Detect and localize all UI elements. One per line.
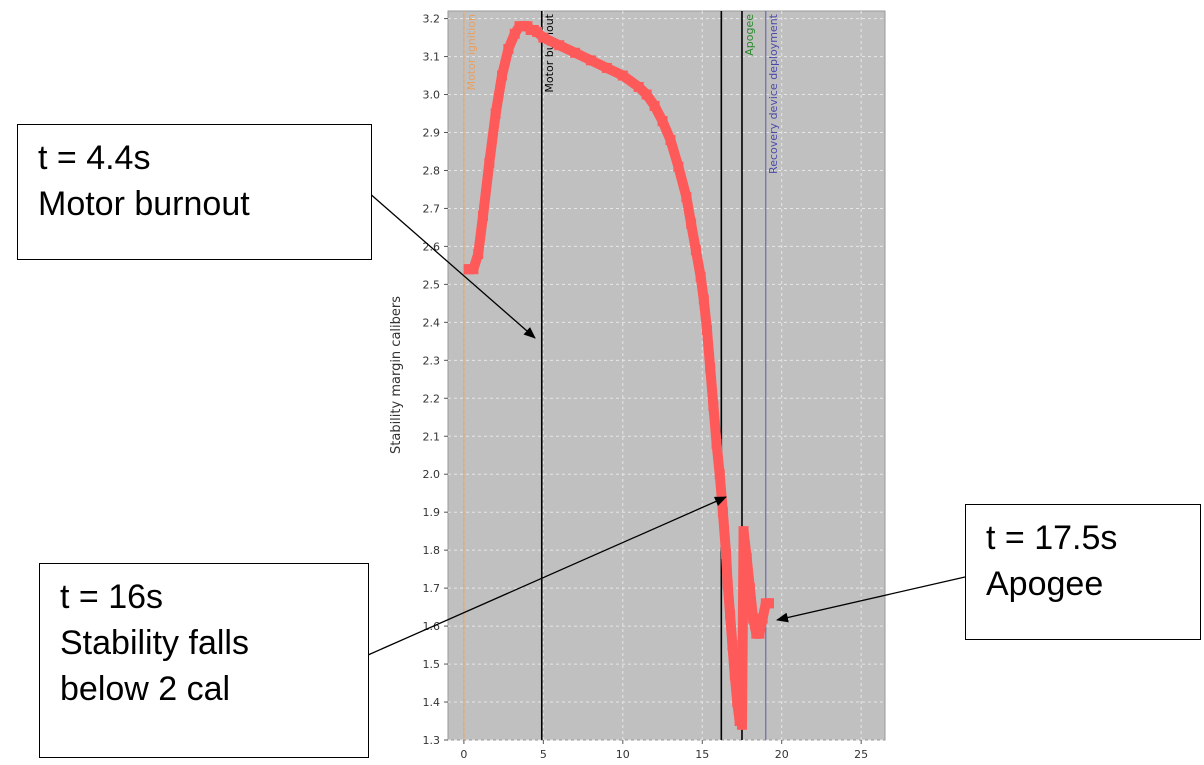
y-tick-label: 2.4 bbox=[423, 316, 441, 329]
data-point bbox=[754, 628, 765, 639]
data-point bbox=[601, 62, 612, 73]
apogee-callout-time: t = 17.5s bbox=[986, 519, 1118, 557]
data-point bbox=[721, 548, 732, 559]
x-tick-label: 10 bbox=[616, 748, 630, 761]
y-tick-label: 3.1 bbox=[423, 51, 441, 64]
data-point bbox=[722, 579, 733, 590]
data-point bbox=[711, 438, 722, 449]
data-series bbox=[463, 21, 774, 730]
stability-callout: t = 16s Stability falls below 2 cal bbox=[39, 563, 369, 758]
y-tick-label: 2.3 bbox=[423, 354, 441, 367]
x-axis-ticks: 0 5 10 15 20 25 bbox=[460, 740, 868, 761]
data-point bbox=[690, 245, 701, 256]
data-point bbox=[641, 89, 652, 100]
y-tick-label: 1.7 bbox=[423, 582, 441, 595]
data-point bbox=[698, 294, 709, 305]
data-point bbox=[717, 507, 728, 518]
data-point bbox=[741, 552, 752, 563]
data-point bbox=[705, 362, 716, 373]
data-point bbox=[665, 135, 676, 146]
data-point bbox=[681, 192, 692, 203]
stability-callout-event: Stability falls bbox=[60, 624, 249, 662]
y-axis-label: Stability margin calibers bbox=[389, 296, 404, 454]
y-tick-label: 2.7 bbox=[423, 202, 441, 215]
y-tick-label: 2.8 bbox=[423, 164, 441, 177]
y-tick-label: 1.3 bbox=[423, 734, 441, 747]
event-label: Recovery device deployment bbox=[767, 13, 780, 174]
data-point bbox=[748, 613, 759, 624]
y-tick-label: 2.2 bbox=[423, 392, 441, 405]
x-tick-label: 15 bbox=[695, 748, 709, 761]
stability-callout-detail: below 2 cal bbox=[60, 670, 231, 708]
y-tick-label: 2.9 bbox=[423, 127, 441, 140]
burnout-callout-event: Motor burnout bbox=[38, 185, 250, 223]
stability-arrow bbox=[367, 496, 727, 656]
data-point bbox=[468, 264, 479, 275]
y-tick-label: 2.1 bbox=[423, 430, 441, 443]
x-tick-label: 5 bbox=[540, 748, 547, 761]
data-point bbox=[497, 70, 508, 81]
y-tick-label: 1.9 bbox=[423, 506, 441, 519]
data-point bbox=[538, 32, 549, 43]
data-point bbox=[473, 249, 484, 259]
data-point bbox=[484, 157, 495, 168]
event-label: Motor burnout bbox=[543, 13, 556, 92]
y-tick-label: 2.5 bbox=[423, 278, 441, 291]
burnout-callout: t = 4.4s Motor burnout bbox=[17, 124, 372, 260]
data-point bbox=[738, 526, 749, 537]
data-point bbox=[554, 40, 565, 51]
data-point bbox=[570, 47, 581, 58]
apogee-callout-event: Apogee bbox=[986, 565, 1104, 603]
event-label: Apogee bbox=[743, 14, 756, 56]
data-point bbox=[736, 719, 747, 730]
data-point bbox=[617, 70, 628, 81]
data-point bbox=[714, 469, 725, 480]
y-axis-ticks: 1.31.41.51.61.71.81.92.02.12.22.32.42.52… bbox=[423, 13, 448, 747]
data-point bbox=[633, 81, 644, 92]
y-tick-label: 3.0 bbox=[423, 89, 441, 102]
y-tick-label: 3.2 bbox=[423, 13, 441, 26]
data-point bbox=[509, 28, 520, 39]
x-tick-label: 25 bbox=[854, 748, 868, 761]
data-point bbox=[686, 218, 697, 229]
data-point bbox=[649, 100, 660, 111]
apogee-callout: t = 17.5s Apogee bbox=[965, 504, 1201, 640]
data-point bbox=[586, 55, 597, 66]
event-label: Motor ignition bbox=[465, 14, 478, 90]
data-point bbox=[727, 640, 738, 651]
data-point bbox=[490, 108, 501, 119]
y-tick-label: 2.0 bbox=[423, 468, 441, 481]
x-tick-label: 0 bbox=[460, 748, 467, 761]
data-point bbox=[757, 613, 768, 624]
data-point bbox=[725, 609, 736, 620]
burnout-arrow bbox=[367, 191, 536, 339]
y-tick-label: 1.5 bbox=[423, 658, 441, 671]
data-point bbox=[702, 324, 713, 335]
data-point bbox=[732, 697, 743, 708]
apogee-arrow bbox=[776, 576, 966, 623]
data-point bbox=[531, 26, 542, 37]
data-point bbox=[695, 271, 706, 282]
y-tick-label: 1.4 bbox=[423, 696, 441, 709]
data-point bbox=[673, 161, 684, 172]
stability-callout-time: t = 16s bbox=[60, 578, 164, 616]
x-tick-label: 20 bbox=[775, 748, 789, 761]
y-tick-label: 1.8 bbox=[423, 544, 441, 557]
data-point bbox=[729, 670, 740, 681]
data-point bbox=[708, 400, 719, 411]
data-point bbox=[477, 211, 488, 222]
data-point bbox=[503, 43, 514, 54]
burnout-callout-time: t = 4.4s bbox=[38, 139, 151, 177]
data-point bbox=[744, 583, 755, 594]
data-point bbox=[763, 598, 774, 609]
data-point bbox=[657, 116, 668, 127]
